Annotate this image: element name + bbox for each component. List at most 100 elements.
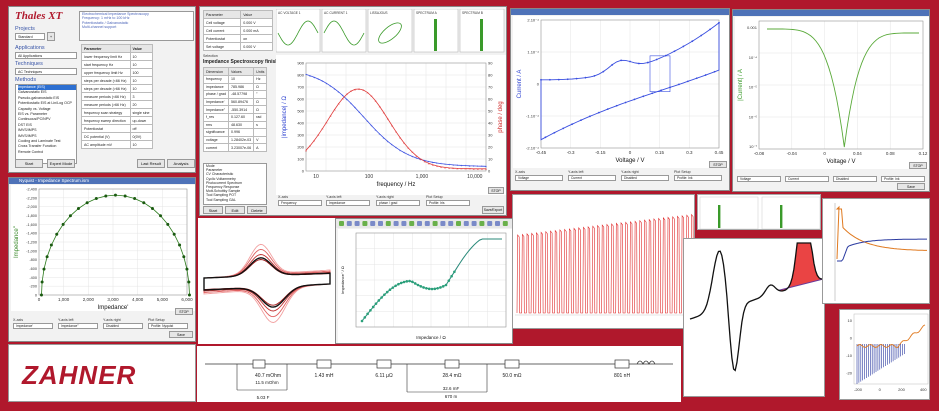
axis-control-select[interactable]: Current <box>785 176 829 182</box>
imp-param-row: Set voltage 0.000 V <box>202 42 273 51</box>
toolbar-tool-icon[interactable] <box>424 221 430 226</box>
cv-stop-button[interactable]: STOP <box>709 161 727 168</box>
param-row[interactable]: DC potential (V) 0(0V) <box>81 132 154 141</box>
axis-control-select[interactable]: phase / grad <box>376 200 420 206</box>
toolbar-tool-icon[interactable] <box>479 221 485 226</box>
sub-method-item[interactable]: Mode <box>206 164 215 168</box>
axis-control-select[interactable]: Profile: Iris <box>426 200 470 206</box>
toolbar-tool-icon[interactable] <box>432 221 438 226</box>
sub-edit-button[interactable]: Edit <box>225 206 245 214</box>
param-row[interactable]: start frequency Hz 10 <box>81 60 154 69</box>
axis-control-select[interactable]: Impedance'' <box>58 323 98 329</box>
param-row[interactable]: steps per decade (<66 Hz) 10 <box>81 76 154 85</box>
sub-method-item[interactable]: Mott-Schottky Sample <box>206 189 241 194</box>
param-row[interactable]: Potentiostat off <box>81 124 154 133</box>
axis-control-select[interactable]: Disabled <box>103 323 143 329</box>
param-row[interactable]: lower frequency limit Hz 10 <box>81 52 154 61</box>
param-row[interactable]: steps per decade (>66 Hz) 10 <box>81 84 154 93</box>
axis-control-select[interactable]: Disabled <box>621 175 669 181</box>
toolbar-tool-icon[interactable] <box>495 221 500 226</box>
method-item[interactable]: IMVS/IMPS <box>18 133 37 138</box>
toolbar-tool-icon[interactable] <box>362 221 368 226</box>
spectrum-frame <box>761 196 820 229</box>
method-item[interactable]: Galvanostatic EIS <box>18 90 47 95</box>
toolbar-tool-icon[interactable] <box>463 221 469 226</box>
method-item[interactable]: Impedance (EIS) <box>18 85 76 91</box>
sub-method-item[interactable]: Parameter <box>206 168 223 173</box>
param-row[interactable]: frequency sweep direction up-down <box>81 116 154 125</box>
method-item[interactable]: Potentiostatic EIS at Lin/Log OCP <box>18 101 72 106</box>
param-row[interactable]: AC amplitude mV 10 <box>81 140 154 149</box>
method-item[interactable]: IMVS/IMPS <box>18 128 37 133</box>
toolbar-tool-icon[interactable] <box>346 221 352 226</box>
toolbar-tool-icon[interactable] <box>385 221 391 226</box>
param-row[interactable]: upper frequency limit Hz 100 <box>81 68 154 77</box>
sub-method-item[interactable]: Tool Sampling POT <box>206 193 237 198</box>
method-item[interactable]: Cooling and Laminate Test <box>18 139 61 144</box>
stop-button[interactable]: STOP <box>488 187 504 194</box>
axis-control-select[interactable]: Current <box>568 175 616 181</box>
axis-control-select[interactable]: Impedance <box>326 200 370 206</box>
last-result-button[interactable]: Last Result <box>137 159 165 168</box>
tafel-save-button[interactable]: Save <box>897 183 925 190</box>
axis-control-select[interactable]: Voltage <box>515 175 563 181</box>
toolbar-tool-icon[interactable] <box>378 221 383 226</box>
method-item[interactable]: Pseudo-galvanostatic EIS <box>18 95 60 100</box>
sub-method-item[interactable]: Cyclic Voltammetry <box>206 176 236 181</box>
toolbar-tool-icon[interactable] <box>393 221 399 226</box>
axis-control-select[interactable]: Disabled <box>833 176 877 182</box>
axis-control-select[interactable]: Impedance' <box>13 323 53 329</box>
nyquist-point <box>45 255 49 259</box>
save-export-button[interactable]: Save/Export <box>482 206 504 214</box>
applications-select[interactable]: All Applications <box>15 52 77 59</box>
method-item[interactable]: Cross Transfer Function <box>18 144 57 149</box>
toolbar-tool-icon[interactable] <box>370 221 376 226</box>
sub-method-list[interactable]: Mode Parameter CV Characteristic Cyclic Vol… <box>203 163 267 205</box>
method-item[interactable]: Capacity vs. Voltage <box>18 106 51 111</box>
param-row[interactable]: measure periods (<66 Hz) 3 <box>81 92 154 101</box>
sub-delete-button[interactable]: Delete <box>247 206 267 214</box>
sub-method-item[interactable]: Frequency Response <box>206 185 240 190</box>
axis-control-select[interactable]: Profile: Nyquist <box>148 323 188 329</box>
nyquist-save-button[interactable]: Save <box>169 331 193 338</box>
nyquist-stop-button[interactable]: STOP <box>175 308 193 315</box>
sub-start-button[interactable]: Start <box>203 206 223 214</box>
toolbar-tool-icon[interactable] <box>354 221 360 226</box>
method-item[interactable]: DST EIS <box>18 122 32 127</box>
expert-mode-button[interactable]: Expert Mode <box>47 159 75 168</box>
project-add-button[interactable]: + <box>47 32 55 41</box>
tafel-stop-button[interactable]: STOP <box>909 162 927 169</box>
toolbar-tool-icon[interactable] <box>456 221 461 226</box>
axis-control-select[interactable]: Voltage <box>737 176 781 182</box>
fit-toolbar[interactable] <box>336 219 513 228</box>
param-row[interactable]: frequency scan strategy single sine <box>81 108 154 117</box>
toolbar-tool-icon[interactable] <box>471 221 477 226</box>
axis-control-select[interactable]: Profile: Ink <box>674 175 722 181</box>
toolbar-tool-icon[interactable] <box>448 221 454 226</box>
toolbar-tool-icon[interactable] <box>409 221 415 226</box>
method-item[interactable]: EIS vs. Parameter <box>18 112 48 117</box>
method-item[interactable]: Remote Control <box>18 149 44 154</box>
cv-point <box>682 45 685 48</box>
toolbar-tool-icon[interactable] <box>487 221 493 226</box>
nyquist-point <box>76 206 80 210</box>
toolbar-tool-icon[interactable] <box>440 221 446 226</box>
axis-control-select[interactable]: Profile: Ink <box>881 176 925 182</box>
methods-list[interactable]: Impedance (EIS) Galvanostatic EIS Pseudo-g… <box>15 84 77 164</box>
toolbar-tool-icon[interactable] <box>417 221 422 226</box>
toolbar-tool-icon[interactable] <box>401 221 407 226</box>
waveform-line <box>323 20 365 46</box>
techniques-select[interactable]: AC Techniques <box>15 68 77 75</box>
axis-control-select[interactable]: Frequency <box>278 200 322 206</box>
start-button[interactable]: Start <box>15 159 43 168</box>
phase-point: × <box>333 107 336 112</box>
toolbar-tool-icon[interactable] <box>502 221 508 226</box>
project-select[interactable]: Standard <box>15 33 45 40</box>
method-item[interactable]: Continuous/PC/NPV <box>18 117 51 122</box>
sub-method-item[interactable]: Photocurrent Spectrum <box>206 180 242 185</box>
param-row[interactable]: measure periods (>66 Hz) 20 <box>81 100 154 109</box>
toolbar-tool-icon[interactable] <box>339 221 344 226</box>
sub-method-item[interactable]: Tool Sampling GAL <box>206 197 236 202</box>
sub-method-item[interactable]: CV Characteristic <box>206 172 234 177</box>
analysis-button[interactable]: Analysis <box>167 159 195 168</box>
